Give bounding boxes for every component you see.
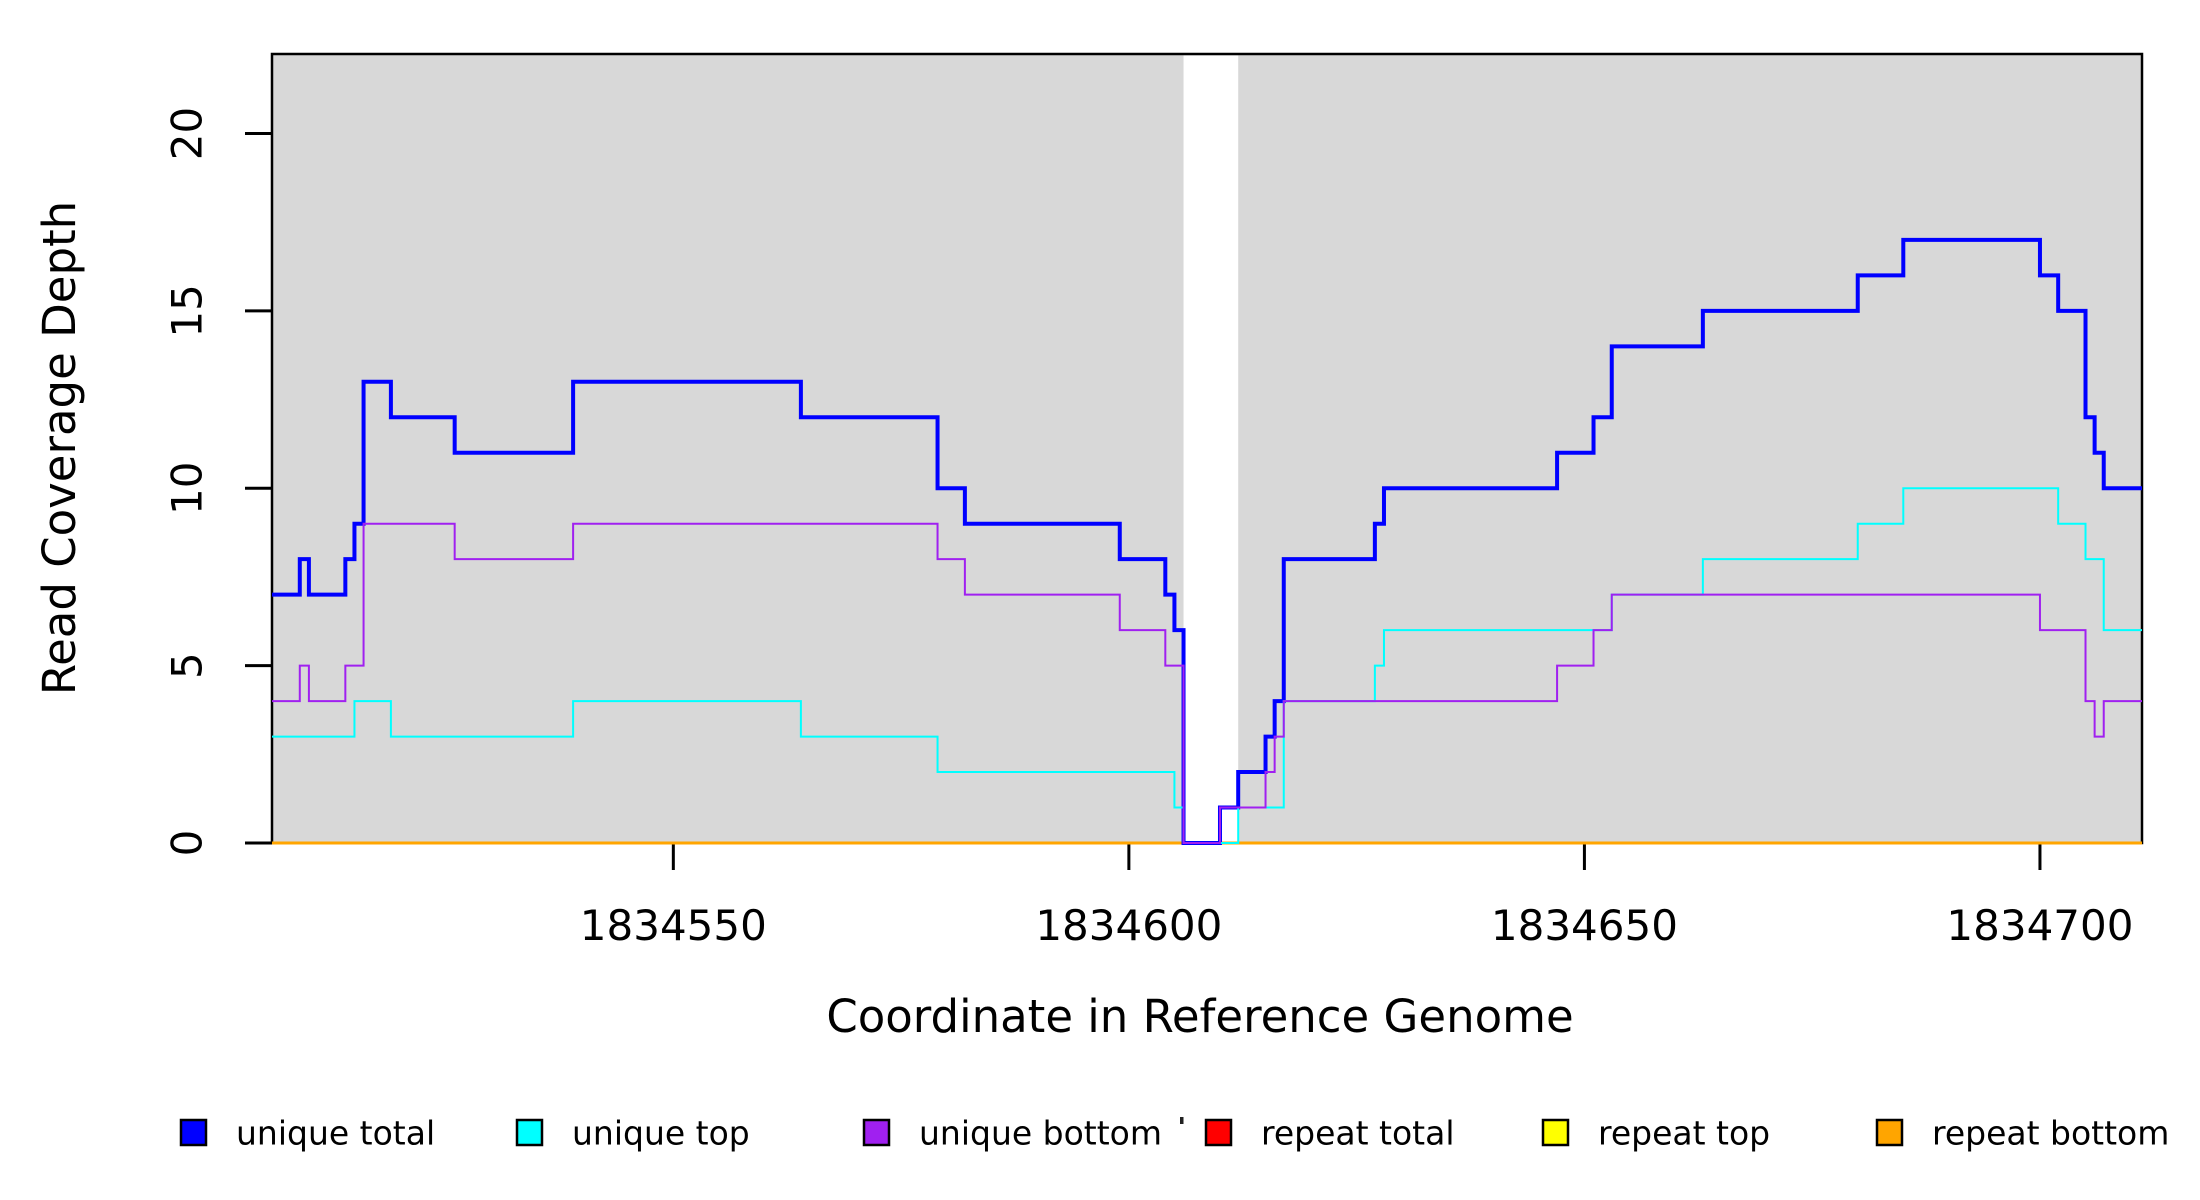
legend-swatch-icon bbox=[1541, 1118, 1570, 1147]
y-axis-tick-label: 10 bbox=[163, 462, 212, 515]
legend-item-repeat-top: repeat top bbox=[1541, 1114, 1770, 1153]
x-axis-tick-label: 1834700 bbox=[1946, 901, 2133, 950]
y-axis-tick-label: 20 bbox=[163, 107, 212, 160]
legend-item-label: unique total bbox=[236, 1114, 435, 1153]
legend-item-label: unique bottom bbox=[919, 1114, 1162, 1153]
legend-item-label: unique top bbox=[572, 1114, 750, 1153]
legend-item-repeat-bottom: repeat bottom bbox=[1875, 1114, 2169, 1153]
x-axis-tick-label: 1834650 bbox=[1491, 901, 1678, 950]
legend-item-label: repeat total bbox=[1261, 1114, 1455, 1153]
legend-swatch-icon bbox=[1875, 1118, 1904, 1147]
legend-swatch-icon bbox=[862, 1118, 891, 1147]
series-unique-total bbox=[272, 237, 2142, 845]
y-axis-tick-label: 5 bbox=[163, 652, 212, 679]
legend-item-unique-total: unique total bbox=[179, 1114, 435, 1153]
legend-item-unique-top: unique top bbox=[515, 1114, 750, 1153]
legend-item-label: repeat top bbox=[1598, 1114, 1770, 1153]
y-axis-tick-label: 15 bbox=[163, 284, 212, 337]
series-unique-bottom bbox=[272, 522, 2142, 844]
x-axis-tick-label: 1834550 bbox=[580, 901, 767, 950]
plot-area-layer: 1834550 1834600 1834650 1834700 0 5 10 15 20 bbox=[163, 52, 2144, 950]
legend-item-unique-bottom: unique bottom bbox=[862, 1114, 1162, 1153]
legend-swatch-icon bbox=[1204, 1118, 1233, 1147]
legend-swatch-icon bbox=[179, 1118, 208, 1147]
legend-item-label: repeat bottom bbox=[1932, 1114, 2169, 1153]
stray-dot-icon bbox=[1180, 1117, 1184, 1124]
y-axis-title: Read Coverage Depth bbox=[33, 201, 86, 695]
x-axis-title: Coordinate in Reference Genome bbox=[826, 990, 1573, 1043]
legend-item-repeat-total: repeat total bbox=[1204, 1114, 1455, 1153]
y-axis-tick-label: 0 bbox=[163, 830, 212, 857]
legend-swatch-icon bbox=[515, 1118, 544, 1147]
x-axis-tick-label: 1834600 bbox=[1035, 901, 1222, 950]
uncovered-region-band bbox=[1183, 55, 1239, 842]
legend: unique total unique top unique bottom repea… bbox=[179, 1114, 2169, 1153]
